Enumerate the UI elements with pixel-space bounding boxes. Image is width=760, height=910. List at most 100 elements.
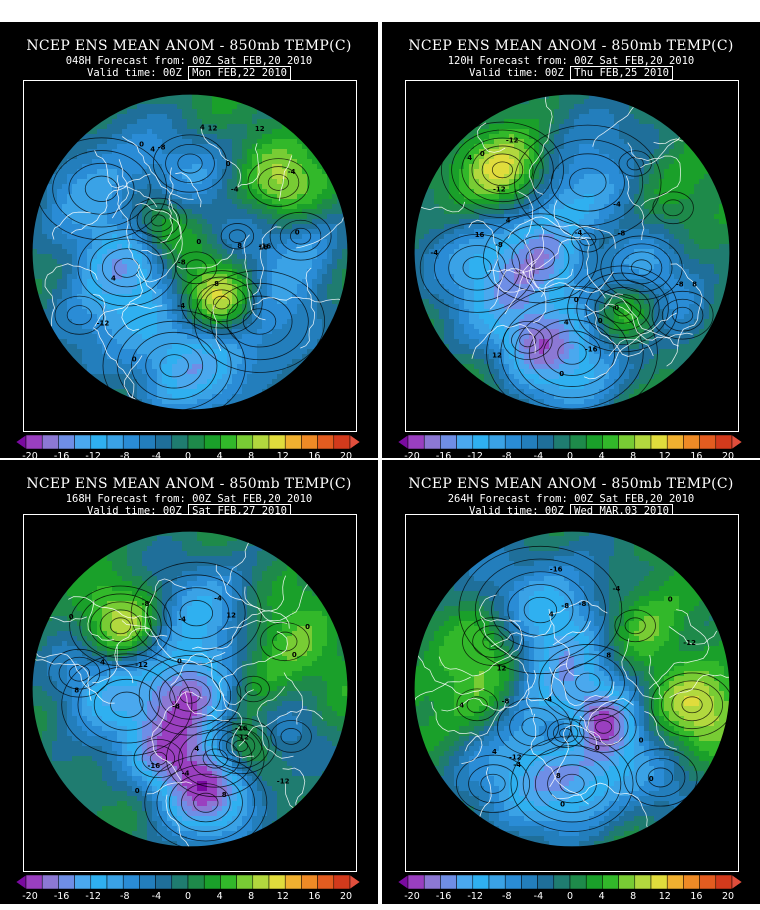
contour-label: 0 [480,150,485,158]
panel-title: NCEP ENS MEAN ANOM - 850mb TEMP(C) [382,38,760,54]
contour-label: 16 [258,244,268,252]
contour-label: 4 [111,275,116,283]
contour-label: -4 [544,696,552,704]
colorbar-swatch [538,435,554,449]
contour-label: 0 [559,370,564,378]
contour-label: 4 [467,154,472,162]
contour-label: 0 [295,228,300,236]
contour-label: -12 [135,661,148,669]
colorbar-swatches [398,874,742,890]
contour-label: -4 [178,616,186,624]
contour-label: -4 [575,229,583,237]
contour-label: 0 [69,613,74,621]
colorbar-arrow-high [350,435,360,449]
contour-label: -16 [550,566,563,574]
contour-label: 4 [150,145,155,153]
contour-label: 4 [506,217,511,225]
contour-label: -8 [172,703,180,711]
panel-168h: NCEP ENS MEAN ANOM - 850mb TEMP(C) 168H … [0,460,378,904]
colorbar-swatch [586,875,602,889]
contour-label: -8 [676,281,684,289]
colorbar-swatch [602,875,618,889]
contour-label: 8 [556,772,561,780]
contour-label: 8 [74,687,79,695]
colorbar-swatch [505,875,521,889]
contour-label: -4 [613,201,621,209]
panel-title: NCEP ENS MEAN ANOM - 850mb TEMP(C) [0,38,378,54]
colorbar-swatch [651,875,667,889]
colorbar-swatch [220,875,236,889]
colorbar-arrow-high [732,875,742,889]
contour-label: 0 [574,296,579,304]
colorbar-swatch [334,875,350,889]
colorbar-swatch [107,435,123,449]
contour-label: 0 [226,160,231,168]
colorbar-swatch [683,435,699,449]
colorbar-swatches [398,434,742,450]
colorbar-swatch [123,435,139,449]
colorbar-swatch [156,435,172,449]
colorbar-tick-label: 0 [176,891,200,902]
contour-label: 12 [208,125,218,133]
contour-label: -4 [613,585,621,593]
colorbar-swatch [301,435,317,449]
contour-label: 0 [560,800,565,808]
contour-label: -16 [235,725,248,733]
contour-label: -8 [142,600,150,608]
valid-time-line: Valid time: 00Z Mon FEB,22 2010 [0,67,378,79]
colorbar-tick-label: -20 [18,891,42,902]
colorbar-swatch [172,875,188,889]
contour-label: 0 [132,356,137,364]
colorbar-swatch [123,875,139,889]
contour-label: 12 [492,352,502,360]
colorbar-swatch [139,435,155,449]
valid-time-prefix: Valid time: 00Z [469,67,564,79]
colorbar-swatch [318,435,334,449]
colorbar-arrow-low [16,875,26,889]
contour-label: 0 [139,140,144,148]
colorbar-tick-label: -12 [463,891,487,902]
colorbar-swatch [156,875,172,889]
colorbar-tick-label: 20 [716,891,740,902]
contour-label: 0 [668,595,673,603]
contour-label: -4 [177,302,185,310]
contour-label: -8 [561,602,569,610]
colorbar-tick-label: 4 [208,891,232,902]
colorbar-swatch [602,435,618,449]
contour-label: 8 [214,280,219,288]
contour-label: -12 [683,639,696,647]
colorbar-tick-label: -16 [432,891,456,902]
contour-label: 4 [200,124,205,132]
colorbar-tick-label: 20 [334,891,358,902]
contour-label: 4 [100,659,105,667]
colorbar-swatch [651,435,667,449]
colorbar-swatch [716,875,732,889]
colorbar-swatches [16,434,360,450]
colorbar-swatch [204,435,220,449]
colorbar-swatch [700,435,716,449]
contour-label: 8 [222,791,227,799]
contour-label: -12 [97,319,110,327]
colorbar-tick-label: 8 [239,891,263,902]
colorbar-swatch [635,435,651,449]
colorbar-tick-label: -4 [144,891,168,902]
colorbar-swatch [505,435,521,449]
colorbar-swatch [586,435,602,449]
colorbar-tick-label: 16 [684,891,708,902]
contour-label: 0 [649,775,654,783]
colorbar-swatch [683,875,699,889]
contour-label: -16 [148,762,161,770]
colorbar-arrow-low [16,435,26,449]
contour-label: 0 [614,304,619,312]
colorbar-swatch [716,435,732,449]
colorbar-tick-label: 12 [271,891,295,902]
colorbar-swatch [107,875,123,889]
colorbar-swatch [619,435,635,449]
colorbar-tick-label: -4 [526,891,550,902]
colorbar-swatch [554,435,570,449]
colorbar-tick-label: -16 [50,891,74,902]
